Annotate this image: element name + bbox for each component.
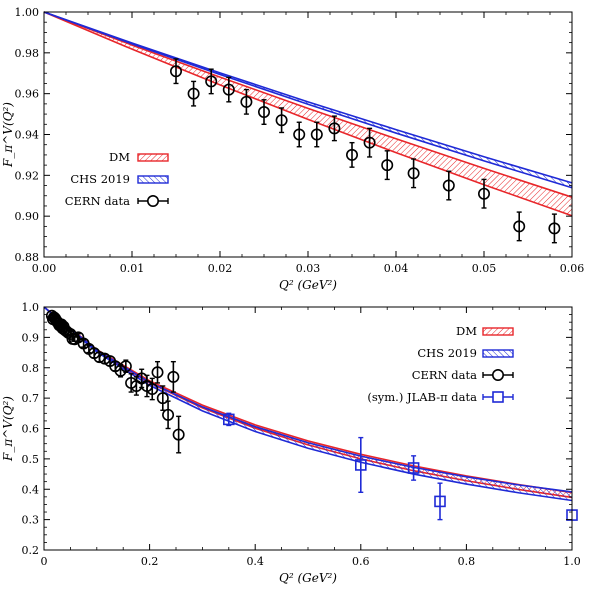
legend-label: CHS 2019 <box>417 346 477 360</box>
data-point <box>167 370 180 383</box>
band-upper-1 <box>43 306 573 493</box>
bottom-chart: 0 0.2 0.4 0.6 0.8 1.00.20.30.40.50.60.70.80.9… <box>1 301 581 585</box>
top-chart: 0.00 0.01 0.02 0.03 0.04 0.05 0.06 0.88 0.90 0.92… <box>1 6 584 292</box>
data-point <box>240 95 253 108</box>
x-tick-label: 0.02 <box>208 262 233 275</box>
data-point <box>381 159 394 172</box>
x-tick-label: 0.04 <box>384 262 409 275</box>
y-tick-label: 0.90 <box>15 210 40 223</box>
series-1 <box>223 412 578 521</box>
data-point <box>363 136 376 149</box>
x-tick-label: 0 <box>41 555 48 568</box>
legend-label: DM <box>456 324 477 338</box>
legend-label: CERN data <box>65 194 130 208</box>
series-0 <box>170 58 561 244</box>
data-point <box>548 222 561 235</box>
legend-marker <box>491 368 504 381</box>
x-tick-label: 0.8 <box>458 555 476 568</box>
band-lower-1 <box>43 11 573 189</box>
legend-label: CHS 2019 <box>70 172 130 186</box>
x-axis-label: Q² (GeV²) <box>279 278 337 292</box>
x-tick-label: 0.01 <box>120 262 145 275</box>
data-point <box>156 392 169 405</box>
plot-frame <box>43 306 573 551</box>
y-tick-label: 0.4 <box>22 483 40 496</box>
data-point <box>222 83 235 96</box>
x-axis-label: Q² (GeV²) <box>279 571 337 585</box>
y-tick-label: 0.96 <box>15 88 40 101</box>
legend-label: CERN data <box>412 368 477 382</box>
data-point <box>407 462 420 474</box>
data-point <box>354 459 367 471</box>
x-tick-label: 0.4 <box>246 555 264 568</box>
x-tick-label: 1.0 <box>563 555 581 568</box>
band-lower-1 <box>43 306 573 502</box>
data-point <box>146 383 159 396</box>
data-point <box>119 360 132 373</box>
y-tick-label: 0.88 <box>15 251 40 264</box>
band-fill-1 <box>44 307 572 501</box>
data-point <box>187 87 200 100</box>
legend-marker <box>147 195 160 208</box>
x-tick-label: 0.06 <box>560 262 585 275</box>
legend: DM CHS 2019 CERN data (sym.) JLAB-π data <box>367 324 514 404</box>
x-tick-label: 0.2 <box>141 555 159 568</box>
x-tick-label: 0.6 <box>352 555 370 568</box>
x-tick-label: 0.03 <box>296 262 321 275</box>
legend-marker <box>492 391 504 403</box>
y-tick-label: 1.00 <box>15 6 40 19</box>
data-point <box>223 413 235 426</box>
data-point <box>407 167 420 180</box>
y-axis-label: F_π^V(Q²) <box>1 396 15 462</box>
data-point <box>513 220 526 233</box>
data-point <box>477 187 490 200</box>
series-0 <box>45 309 185 454</box>
legend-swatch <box>137 153 169 162</box>
y-tick-label: 0.5 <box>22 453 40 466</box>
data-point <box>205 75 218 88</box>
x-tick-label: 0.05 <box>472 262 497 275</box>
data-point <box>442 179 455 192</box>
y-tick-label: 0.92 <box>15 169 40 182</box>
data-point <box>172 428 185 441</box>
y-axis-label: F_π^V(Q²) <box>1 102 15 168</box>
legend: DM CHS 2019 CERN data <box>65 150 169 208</box>
x-tick-label: 0.00 <box>32 262 57 275</box>
y-tick-label: 0.6 <box>22 423 40 436</box>
data-point <box>345 148 358 161</box>
legend-label: DM <box>109 150 130 164</box>
data-point <box>310 128 323 141</box>
y-tick-label: 1.0 <box>22 301 40 314</box>
data-point <box>434 495 446 508</box>
y-tick-label: 0.94 <box>15 129 40 142</box>
y-tick-label: 0.9 <box>22 331 40 344</box>
y-tick-label: 0.3 <box>22 514 40 527</box>
data-point <box>151 366 164 379</box>
y-tick-label: 0.8 <box>22 362 40 375</box>
legend-swatch <box>482 349 514 358</box>
band-upper-0 <box>43 11 573 198</box>
data-point <box>257 106 270 119</box>
data-point <box>275 114 288 127</box>
y-tick-label: 0.98 <box>15 47 40 60</box>
legend-label: (sym.) JLAB-π data <box>367 390 477 404</box>
data-point <box>328 122 341 135</box>
legend-swatch <box>482 327 514 336</box>
data-point <box>170 65 183 78</box>
y-tick-label: 0.2 <box>22 544 40 557</box>
data-point <box>293 128 306 141</box>
y-tick-label: 0.7 <box>22 392 40 405</box>
legend-swatch <box>137 175 169 184</box>
plot-frame <box>43 11 573 258</box>
data-point <box>162 408 175 421</box>
